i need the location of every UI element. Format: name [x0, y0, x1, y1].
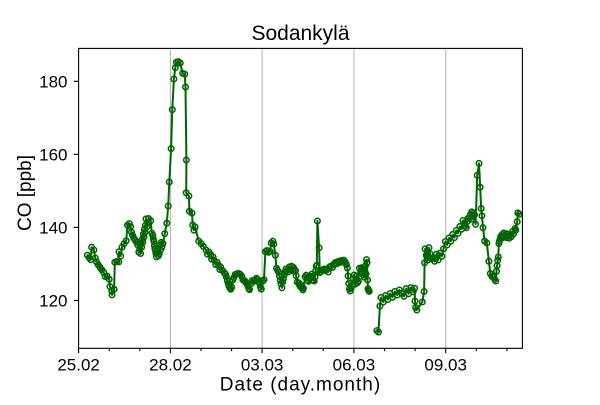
svg-text:28.02: 28.02 [149, 356, 192, 375]
svg-text:Date (day.month): Date (day.month) [220, 374, 381, 395]
svg-text:160: 160 [39, 146, 67, 165]
svg-text:Sodankylä: Sodankylä [251, 22, 349, 45]
svg-text:06.03: 06.03 [333, 356, 376, 375]
svg-text:CO [ppb]: CO [ppb] [15, 155, 36, 231]
svg-text:09.03: 09.03 [424, 356, 467, 375]
svg-text:120: 120 [39, 292, 67, 311]
svg-text:03.03: 03.03 [241, 356, 284, 375]
svg-text:25.02: 25.02 [57, 356, 100, 375]
svg-text:140: 140 [39, 219, 67, 238]
svg-text:180: 180 [39, 73, 67, 92]
